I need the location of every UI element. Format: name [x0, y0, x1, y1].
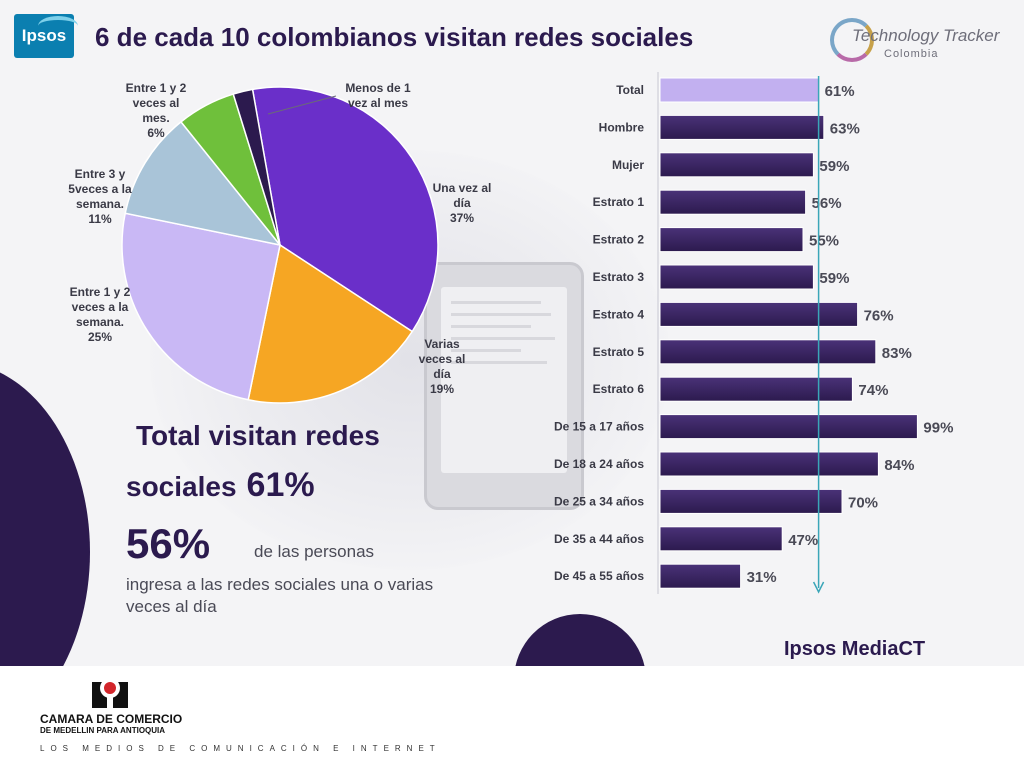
tablet-illustration — [424, 262, 584, 510]
pie-slice-label: Varias veces al día 19% — [419, 337, 466, 396]
bar-category-label: Estrato 2 — [593, 233, 645, 247]
bar-value-label: 59% — [819, 270, 849, 287]
bar — [659, 189, 807, 215]
decorative-circle-bottom — [514, 614, 646, 666]
bar — [659, 414, 918, 440]
bar-category-label: Estrato 4 — [593, 307, 645, 321]
camara-comercio-mark-icon — [92, 678, 128, 708]
bar — [659, 227, 804, 253]
bar-category-label: De 15 a 17 años — [554, 420, 644, 434]
bar-category-label: Estrato 1 — [593, 195, 645, 209]
bar-value-label: 83% — [882, 345, 912, 362]
bar-value-label: 76% — [864, 307, 894, 324]
bar — [659, 451, 879, 477]
technology-tracker-logo: Technology Tracker Colombia — [826, 16, 1016, 66]
bar-value-label: 56% — [812, 195, 842, 212]
pie-slice-label: Entre 3 y 5veces a la semana. 11% — [68, 167, 132, 226]
bar-category-label: De 25 a 34 años — [554, 494, 644, 508]
reference-arrow-icon — [812, 581, 825, 594]
bar — [659, 563, 742, 589]
bar-value-label: 59% — [819, 158, 849, 175]
daily-stat-text-b: ingresa a las redes sociales una o varia… — [126, 575, 434, 616]
bar-category-label: Hombre — [599, 120, 645, 134]
total-stat-line2: sociales 61% — [126, 466, 315, 504]
pie-slice — [121, 212, 281, 401]
total-stat-value: 61% — [246, 466, 315, 504]
tracker-ring-icon — [830, 18, 874, 62]
bar-category-label: De 35 a 44 años — [554, 532, 644, 546]
pie-slice — [251, 86, 439, 333]
bar — [659, 526, 783, 552]
pie-slice — [124, 120, 282, 247]
segment-bar-chart: Total 61% Hombre 63% Mujer 59% Estrato 1 56% Est… — [554, 72, 953, 594]
bar-category-label: Estrato 6 — [593, 382, 645, 396]
daily-stat-value: 56% — [126, 520, 211, 567]
total-stat-line1: Total visitan redes — [136, 420, 380, 451]
bar — [659, 376, 853, 402]
pie-slice-label: Menos de 1 vez al mes — [345, 81, 411, 110]
bar-value-label: 61% — [825, 83, 855, 100]
bar — [659, 264, 814, 290]
footer-tagline: LOS MEDIOS DE COMUNICACIÓN E INTERNET — [40, 744, 441, 753]
ipsos-logo: Ipsos — [14, 14, 78, 58]
slide: Ipsos 6 de cada 10 colombianos visitan r… — [0, 0, 1024, 666]
camara-comercio-logo: CAMARA DE COMERCIO DE MEDELLIN PARA ANTI… — [40, 672, 210, 735]
bar — [659, 152, 814, 178]
bar-value-label: 99% — [923, 420, 953, 437]
pie-slice-label: Entre 1 y 2 veces al mes. 6% — [126, 81, 187, 140]
bar-value-label: 84% — [884, 457, 914, 474]
bar-value-label: 47% — [788, 532, 818, 549]
bar — [659, 114, 825, 140]
frequency-pie-chart: Una vez al día 37% Varias veces al día 19% Entr… — [68, 81, 492, 404]
bar-value-label: 74% — [858, 382, 888, 399]
bar-category-label: De 18 a 24 años — [554, 457, 644, 471]
bar-category-label: Estrato 5 — [593, 345, 645, 359]
bar-category-label: Estrato 3 — [593, 270, 645, 284]
bar-category-label: Total — [616, 83, 644, 97]
pie-slice — [232, 88, 281, 246]
bar-value-label: 70% — [848, 494, 878, 511]
bar-value-label: 63% — [830, 120, 860, 137]
bar-value-label: 55% — [809, 233, 839, 250]
pie-slice — [247, 243, 414, 404]
daily-stat-text-a: de las personas — [254, 542, 375, 561]
pie-slice-label: Entre 1 y 2 veces a la semana. 25% — [70, 285, 131, 344]
bar — [659, 301, 859, 327]
pie-connector-line — [267, 95, 337, 115]
source-label: Ipsos MediaCT — [784, 638, 926, 660]
pie-slice-label: Una vez al día 37% — [433, 181, 492, 225]
bar-category-label: De 45 a 55 años — [554, 569, 644, 583]
bar — [659, 488, 843, 514]
page-title: 6 de cada 10 colombianos visitan redes s… — [95, 22, 694, 52]
bar — [659, 339, 877, 365]
bar-value-label: 31% — [747, 569, 777, 586]
bar-category-label: Mujer — [612, 158, 644, 172]
bar — [659, 77, 820, 103]
